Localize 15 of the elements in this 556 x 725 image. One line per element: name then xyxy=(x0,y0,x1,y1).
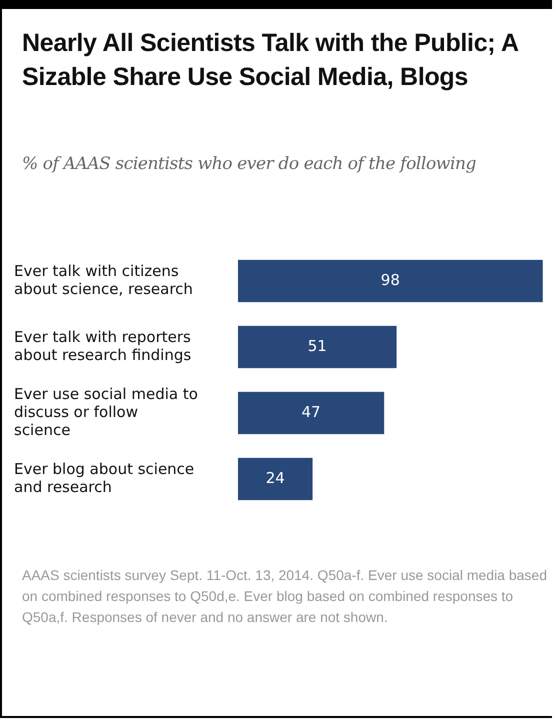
y-tick-label: Ever talk with reporters about research findings xyxy=(14,328,192,364)
chart-title: Nearly All Scientists Talk with the Public; A Sizable Share Use Social Media, Blogs xyxy=(22,28,520,93)
data-label: 47 xyxy=(301,402,321,421)
y-tick-label: Ever talk with citizens about science, research xyxy=(14,262,193,298)
y-tick-label: Ever blog about science and research xyxy=(14,460,194,496)
bar xyxy=(238,260,543,302)
y-tick-label: Ever use social media to discuss or follow science xyxy=(14,384,198,439)
bar xyxy=(238,392,384,434)
bar xyxy=(238,326,397,368)
bar xyxy=(238,458,313,500)
text: AAAS scientists survey Sept. 11-Oct. 13, 2014. Q50a-f. Ever use social media based on combined responses to Q50d,e. Ever blog based on combined responses to Q50a,f. Responses of never and no answer are not shown. xyxy=(22,566,547,627)
data-label: 51 xyxy=(308,336,327,355)
data-label: 24 xyxy=(266,468,285,487)
data-label: 98 xyxy=(380,270,400,289)
chart-subtitle: % of AAAS scientists who ever do each of the following xyxy=(22,154,478,174)
